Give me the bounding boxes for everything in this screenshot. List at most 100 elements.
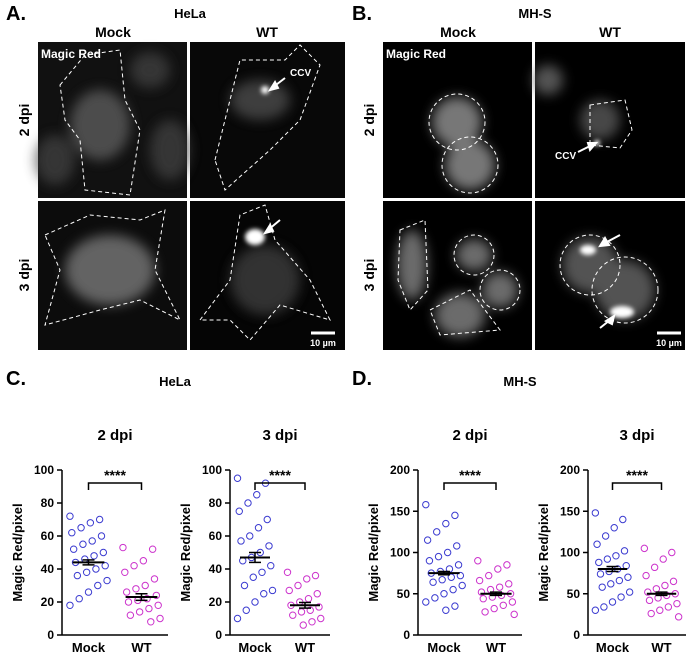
y-tick-label: 20 [41, 595, 55, 609]
row-label: 2 dpi [16, 104, 32, 137]
y-tick-label: 150 [390, 504, 410, 518]
data-point [265, 542, 273, 550]
data-point [475, 576, 484, 585]
data-point [75, 595, 83, 603]
data-point [451, 511, 459, 520]
data-point [591, 606, 600, 614]
data-point [640, 544, 649, 553]
panel-label: D. [352, 368, 372, 390]
stain-label: Magic Red [41, 47, 101, 61]
y-axis-label: Magic Red/pixel [178, 503, 193, 601]
y-axis-label: Magic Red/pixel [366, 503, 381, 601]
chart-title: 3 dpi [619, 427, 654, 444]
data-point [143, 595, 151, 603]
data-point [141, 581, 149, 590]
data-point [92, 565, 100, 573]
data-point [603, 555, 612, 563]
scale-bar-label: 10 µm [656, 338, 682, 348]
data-point [152, 591, 161, 600]
data-point [650, 563, 659, 572]
data-point [263, 515, 271, 524]
data-point [156, 614, 164, 623]
data-point [647, 609, 655, 618]
data-point [86, 519, 95, 527]
data-point [661, 581, 669, 590]
data-point [601, 532, 610, 540]
chart-title: 2 dpi [452, 427, 487, 444]
data-point [90, 552, 98, 560]
data-point [431, 594, 439, 602]
data-point [246, 532, 254, 540]
data-point [77, 524, 85, 532]
data-point [254, 524, 263, 532]
data-point [66, 512, 74, 520]
data-point [242, 606, 250, 614]
data-point [82, 568, 91, 576]
data-point [311, 571, 320, 580]
data-point [103, 576, 111, 585]
data-point [285, 586, 293, 595]
annotation: CCV [290, 68, 311, 79]
significance-bracket [254, 482, 306, 490]
significance-label: **** [626, 467, 648, 483]
y-tick-label: 0 [403, 628, 410, 642]
data-point [299, 621, 307, 629]
y-tick-label: 40 [209, 562, 223, 576]
data-point [624, 573, 632, 581]
data-point [139, 557, 148, 565]
data-point [591, 509, 600, 517]
data-point [659, 555, 667, 563]
significance-bracket [443, 482, 497, 490]
data-point [607, 580, 615, 588]
data-point [596, 570, 605, 578]
x-tick-label: Mock [238, 640, 272, 655]
y-tick-label: 60 [41, 529, 55, 543]
data-point [598, 583, 606, 591]
x-tick-label: WT [131, 640, 151, 655]
scale-bar-label: 10 µm [310, 338, 336, 348]
y-axis-label: Magic Red/pixel [10, 503, 25, 601]
data-point [644, 588, 652, 596]
data-point [97, 532, 106, 540]
data-point [145, 604, 153, 613]
data-point [69, 545, 78, 553]
significance-bracket [611, 482, 663, 490]
data-point [306, 606, 314, 614]
y-tick-label: 80 [209, 496, 223, 510]
data-point [317, 614, 325, 623]
x-tick-label: WT [295, 640, 315, 655]
data-point [308, 618, 316, 626]
data-point [135, 608, 144, 616]
data-point [425, 557, 434, 565]
data-point [68, 529, 76, 537]
data-point [132, 585, 140, 593]
data-point [595, 558, 603, 567]
data-point [652, 585, 661, 593]
x-tick-label: WT [486, 640, 506, 655]
data-point [499, 601, 507, 609]
data-point [253, 491, 261, 499]
y-tick-label: 100 [560, 546, 580, 560]
data-point [81, 555, 89, 563]
data-point [73, 571, 82, 580]
data-point [481, 608, 489, 616]
data-point [119, 543, 127, 552]
data-point [593, 540, 601, 548]
data-point [423, 536, 432, 544]
data-point [456, 571, 465, 580]
significance-bracket [87, 482, 143, 490]
panel-title: MH-S [503, 374, 537, 389]
data-point [438, 576, 446, 584]
data-point [124, 598, 133, 606]
data-point [656, 606, 664, 614]
data-point [442, 606, 450, 614]
data-point [233, 614, 242, 623]
column-label: Mock [95, 24, 131, 40]
data-point [244, 499, 252, 507]
data-point [508, 598, 517, 606]
panel-title: MH-S [518, 6, 552, 21]
data-point [608, 598, 617, 606]
panel-label: A. [6, 3, 26, 25]
data-point [130, 562, 138, 570]
data-point [147, 618, 155, 626]
